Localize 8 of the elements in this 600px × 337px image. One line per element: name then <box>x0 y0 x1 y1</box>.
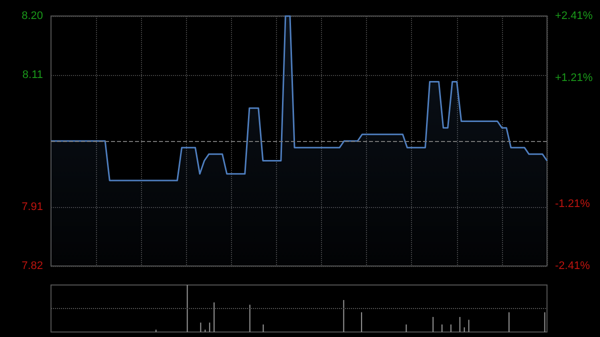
y-tick-label: 7.91 <box>22 200 43 213</box>
y-tick-label: 8.11 <box>22 69 43 82</box>
y2-tick-label: +2.41% <box>555 10 593 22</box>
y-tick-label: 8.20 <box>22 10 43 22</box>
y2-tick-label: +1.21% <box>555 72 593 84</box>
y-tick-label: 7.82 <box>22 260 43 272</box>
y2-tick-label: -2.41% <box>555 260 590 272</box>
y2-tick-label: -1.21% <box>555 198 590 210</box>
